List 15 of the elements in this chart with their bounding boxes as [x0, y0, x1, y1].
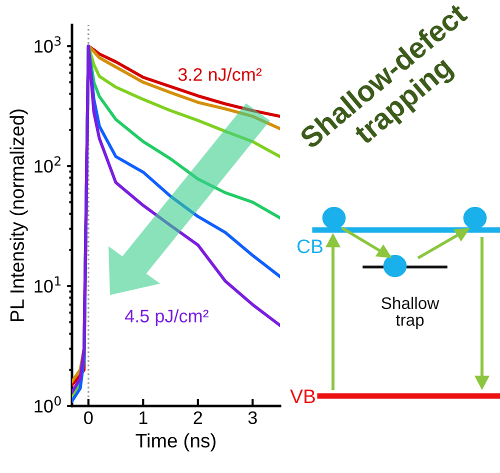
x-tick-label: 1 [140, 412, 148, 424]
x-tick-label: 2 [194, 411, 202, 424]
x-tick-label: 0 [84, 411, 93, 424]
series-label: 3.2 nJ/cm² [178, 68, 262, 81]
y-tick-label: 10$^{1}$ [34, 276, 61, 293]
series-label: 4.5 pJ/cm² [124, 309, 208, 326]
y-tick-label: 10$^{2}$ [34, 156, 60, 173]
y-axis-title: PL Intensity (normalized) [10, 110, 28, 322]
y-tick-label: 10$^{3}$ [34, 36, 61, 53]
text: VB [290, 390, 315, 404]
x-tick-label: 3 [248, 411, 257, 424]
y-tick-label: 10$^{0}$ [34, 396, 61, 413]
text: Shallow trap [382, 296, 440, 330]
x-axis-title: Time (ns) [136, 433, 216, 452]
text: CB [297, 239, 322, 254]
